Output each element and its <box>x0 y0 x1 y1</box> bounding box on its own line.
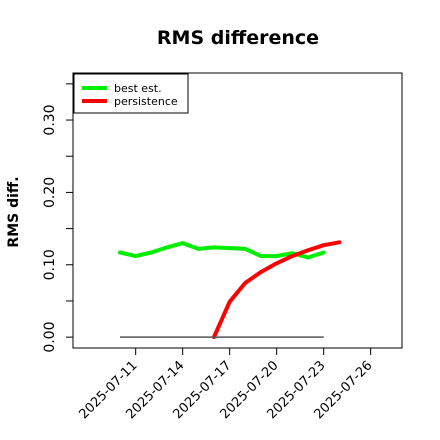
y-tick-label: 0.10 <box>42 249 58 280</box>
y-tick-label: 0.20 <box>42 177 58 208</box>
legend: best est.persistence <box>73 73 189 114</box>
legend-label: persistence <box>114 95 178 108</box>
legend-label: best est. <box>114 82 162 95</box>
legend-box <box>73 73 189 114</box>
series-lines <box>118 240 342 340</box>
y-tick-label: 0.00 <box>42 322 58 353</box>
series-line-persistence <box>212 240 342 340</box>
plot-frame <box>72 72 403 349</box>
y-axis-label: RMS diff. <box>6 176 22 247</box>
series-line-best-est <box>118 241 326 260</box>
chart-title: RMS difference <box>157 27 319 49</box>
y-tick-label: 0.30 <box>42 104 58 135</box>
